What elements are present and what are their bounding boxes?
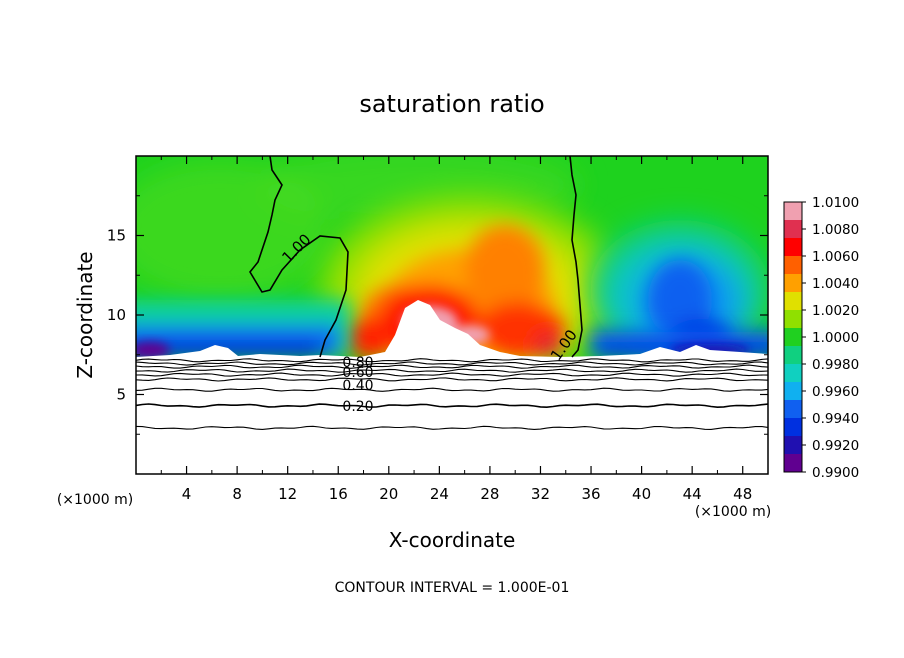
colorbar-swatch	[784, 256, 802, 275]
colorbar-swatch	[784, 436, 802, 455]
colorbar-swatch	[784, 202, 802, 221]
contour-line-lower	[136, 364, 768, 369]
contour-line-lower	[136, 368, 768, 373]
contour-line-lower	[136, 387, 768, 392]
colorbar-swatch	[784, 292, 802, 311]
contour-interval-note: CONTOUR INTERVAL = 1.000E-01	[335, 580, 570, 596]
y-tick-label: 15	[107, 227, 126, 245]
colorbar-tick-label: 0.9920	[812, 438, 859, 454]
colorbar-tick-label: 1.0040	[812, 276, 859, 292]
contour-label-0-20: 0.20	[342, 399, 373, 415]
y-axis-ticks: 5 10 15	[107, 195, 768, 435]
x-tick-label: 24	[430, 485, 449, 503]
contour-line-lower	[136, 358, 768, 363]
z-unit-note: (×1000 m)	[57, 492, 133, 508]
x-tick-label: 8	[232, 485, 242, 503]
colorbar-swatch	[784, 310, 802, 329]
colorbar-swatch	[784, 328, 802, 347]
contour-line-1-00-right	[569, 156, 583, 358]
y-tick-label: 5	[116, 386, 126, 404]
colorbar-swatch	[784, 364, 802, 383]
colorbar-tick-label: 1.0000	[812, 330, 859, 346]
x-tick-label: 48	[733, 485, 752, 503]
colorbar-tick-label: 0.9980	[812, 357, 859, 373]
colorbar-swatch	[784, 238, 802, 257]
contour-label-0-60: 0.60	[342, 365, 373, 381]
colorbar: 1.0100 1.0080 1.0060 1.0040 1.0020 1.0000 0.99…	[783, 195, 859, 481]
x-tick-label: 28	[480, 485, 499, 503]
colorbar-swatch	[784, 382, 802, 401]
colorbar-swatch	[784, 418, 802, 437]
x-tick-label: 36	[581, 485, 600, 503]
x-tick-label: 32	[531, 485, 550, 503]
x-axis-ticks: 4 8 12 16 20 24 28 32 36 40 44 48	[160, 156, 752, 503]
field-blob-orange-2	[465, 225, 545, 315]
x-tick-label: 4	[182, 485, 192, 503]
contour-line-lower	[136, 372, 768, 377]
colorbar-swatch	[784, 454, 802, 473]
x-tick-label: 16	[329, 485, 348, 503]
field-blob-red-3	[345, 318, 395, 358]
colorbar-tick-label: 1.0080	[812, 222, 859, 238]
saturation-field	[136, 156, 768, 474]
contour-lines	[136, 156, 768, 430]
x-tick-label: 20	[379, 485, 398, 503]
colorbar-tick-label: 1.0100	[812, 195, 859, 211]
colorbar-swatch	[784, 274, 802, 293]
colorbar-swatch	[784, 346, 802, 365]
colorbar-tick-label: 0.9960	[812, 384, 859, 400]
x-tick-label: 44	[683, 485, 702, 503]
colorbar-tick-label: 0.9900	[812, 465, 859, 481]
chart-title: saturation ratio	[359, 90, 544, 118]
field-blob-purple-left	[136, 342, 170, 358]
contour-line-lower	[136, 377, 768, 382]
y-axis-title: Z-coordinate	[73, 251, 97, 378]
x-tick-label: 12	[278, 485, 297, 503]
x-axis-title: X-coordinate	[389, 528, 516, 552]
colorbar-swatch	[784, 220, 802, 239]
colorbar-swatch	[784, 400, 802, 419]
cloud-white-region	[136, 300, 768, 474]
colorbar-tick-label: 1.0020	[812, 303, 859, 319]
contour-label-0-80: 0.80	[342, 355, 373, 371]
y-tick-label: 10	[107, 306, 126, 324]
colorbar-tick-label: 1.0060	[812, 249, 859, 265]
contour-label-0-40: 0.40	[342, 378, 373, 394]
contour-line-1-00-upper	[249, 156, 349, 358]
contour-line-lower	[136, 425, 768, 430]
contour-line-lower	[136, 361, 768, 366]
x-tick-label: 40	[632, 485, 651, 503]
contour-line-lower	[136, 403, 768, 409]
x-unit-note: (×1000 m)	[695, 504, 771, 520]
field-blob-red-4	[534, 333, 562, 357]
colorbar-tick-label: 0.9940	[812, 411, 859, 427]
